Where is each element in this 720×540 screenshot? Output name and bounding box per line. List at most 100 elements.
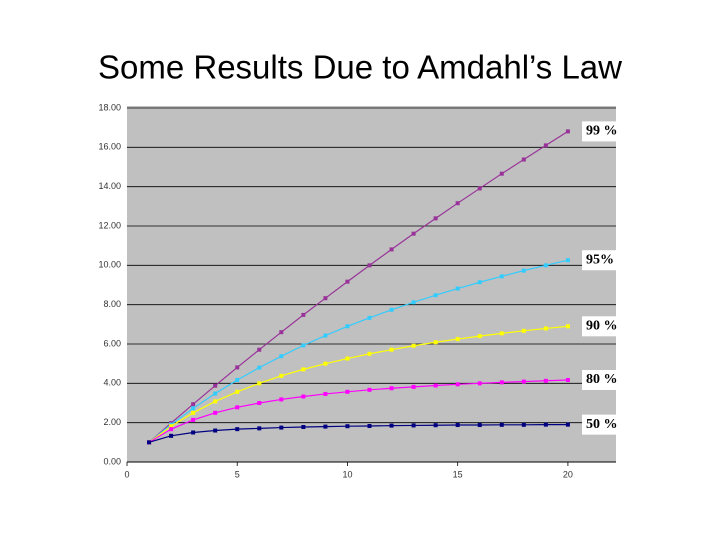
- point-marker: [235, 389, 240, 394]
- series-line: [148, 325, 568, 443]
- point-marker: [323, 361, 328, 366]
- point-marker: [477, 280, 482, 285]
- point-marker: [345, 424, 350, 429]
- y-tick-label: 4.00: [103, 378, 121, 388]
- point-marker: [191, 410, 196, 415]
- point-marker: [213, 410, 218, 415]
- point-marker: [389, 247, 394, 252]
- y-tick-label: 14.00: [98, 181, 121, 191]
- point-marker: [147, 440, 152, 445]
- point-marker: [477, 186, 482, 191]
- point-marker: [301, 343, 306, 348]
- series-label-box: [582, 121, 628, 142]
- point-marker: [499, 274, 504, 279]
- x-tick-label: 5: [235, 469, 240, 479]
- point-marker: [499, 380, 504, 385]
- series-line: [148, 130, 569, 443]
- point-marker: [389, 347, 394, 352]
- y-tick-label: 16.00: [98, 142, 121, 152]
- point-marker: [235, 427, 240, 432]
- point-marker: [213, 383, 218, 388]
- point-marker: [169, 433, 174, 438]
- series-line: [148, 379, 568, 443]
- point-marker: [521, 328, 526, 333]
- point-marker: [191, 402, 196, 407]
- series-line: [148, 259, 569, 443]
- y-tick-label: 0.00: [103, 456, 121, 466]
- series-label: 99 %: [586, 124, 618, 139]
- y-tick-label: 10.00: [98, 260, 121, 270]
- series-label-box: [582, 414, 628, 435]
- point-marker: [477, 334, 482, 339]
- point-marker: [279, 330, 284, 335]
- point-marker: [411, 384, 416, 389]
- x-tick-label: 10: [342, 469, 352, 479]
- point-marker: [411, 300, 416, 305]
- point-marker: [565, 422, 570, 427]
- point-marker: [279, 354, 284, 359]
- y-tick-label: 12.00: [98, 220, 121, 230]
- point-marker: [411, 343, 416, 348]
- point-marker: [543, 378, 548, 383]
- point-marker: [345, 389, 350, 394]
- point-marker: [367, 263, 372, 268]
- point-marker: [235, 365, 240, 370]
- point-marker: [279, 425, 284, 430]
- y-tick-label: 6.00: [103, 338, 121, 348]
- point-marker: [455, 423, 460, 428]
- point-marker: [301, 424, 306, 429]
- point-marker: [257, 347, 262, 352]
- point-marker: [543, 143, 548, 148]
- y-tick-label: 18.00: [98, 102, 121, 112]
- x-tick-label: 0: [124, 469, 129, 479]
- point-marker: [301, 367, 306, 372]
- point-marker: [301, 312, 306, 317]
- point-marker: [433, 340, 438, 345]
- point-marker: [235, 377, 240, 382]
- point-marker: [477, 381, 482, 386]
- point-marker: [213, 399, 218, 404]
- point-marker: [389, 423, 394, 428]
- point-marker: [345, 356, 350, 361]
- point-marker: [521, 422, 526, 427]
- series-label: 50 %: [586, 417, 618, 432]
- point-marker: [433, 423, 438, 428]
- point-marker: [279, 373, 284, 378]
- point-marker: [213, 428, 218, 433]
- point-marker: [433, 216, 438, 221]
- point-marker: [301, 394, 306, 399]
- point-marker: [257, 365, 262, 370]
- point-marker: [411, 231, 416, 236]
- point-marker: [499, 171, 504, 176]
- series-label: 95%: [586, 252, 614, 267]
- y-tick-label: 2.00: [103, 417, 121, 427]
- point-marker: [565, 377, 570, 382]
- point-marker: [367, 387, 372, 392]
- x-tick-label: 20: [563, 469, 573, 479]
- point-marker: [433, 293, 438, 298]
- point-marker: [543, 422, 548, 427]
- series-label-box: [582, 316, 628, 337]
- point-marker: [323, 296, 328, 301]
- point-marker: [565, 129, 570, 134]
- plot-area: [127, 106, 616, 462]
- point-marker: [411, 423, 416, 428]
- series-label: 90 %: [586, 319, 618, 334]
- point-marker: [543, 263, 548, 268]
- point-marker: [367, 315, 372, 320]
- point-marker: [521, 157, 526, 162]
- point-marker: [345, 324, 350, 329]
- slide-title: Some Results Due to Amdahl’s Law: [98, 49, 622, 86]
- point-marker: [323, 333, 328, 338]
- point-marker: [323, 424, 328, 429]
- point-marker: [213, 391, 218, 396]
- y-tick-label: 8.00: [103, 299, 121, 309]
- point-marker: [345, 279, 350, 284]
- point-marker: [367, 424, 372, 429]
- point-marker: [279, 397, 284, 402]
- point-marker: [257, 401, 262, 405]
- point-marker: [499, 331, 504, 336]
- point-marker: [433, 383, 438, 388]
- x-tick-label: 15: [453, 469, 463, 479]
